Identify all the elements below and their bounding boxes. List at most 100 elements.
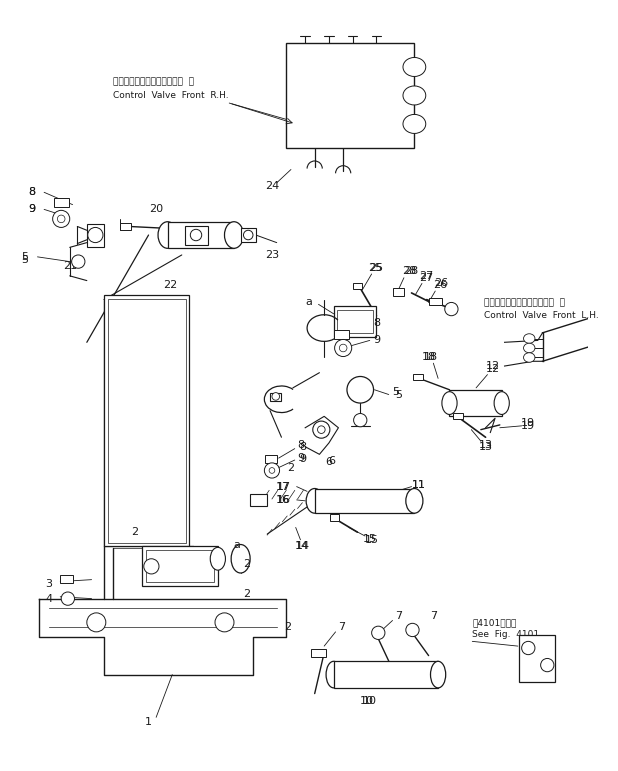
Circle shape [445, 302, 458, 315]
Circle shape [243, 231, 253, 240]
Text: Control  Valve  Front  L.H.: Control Valve Front L.H. [484, 311, 598, 320]
Text: a: a [234, 540, 240, 550]
Text: 8: 8 [373, 318, 380, 328]
Text: 7: 7 [337, 622, 345, 632]
Text: 27: 27 [420, 271, 434, 281]
Text: 19: 19 [521, 421, 535, 431]
Text: 9: 9 [373, 335, 380, 345]
Ellipse shape [224, 222, 243, 248]
Text: 9: 9 [28, 204, 35, 214]
Ellipse shape [231, 544, 250, 573]
Circle shape [318, 426, 325, 433]
Text: 2: 2 [243, 589, 250, 599]
Ellipse shape [523, 334, 535, 343]
Text: 第4101図参照: 第4101図参照 [472, 618, 517, 627]
Bar [167, 222, 234, 248]
Circle shape [265, 463, 279, 478]
Bar [311, 649, 326, 658]
Text: a: a [305, 298, 313, 308]
Bar [429, 298, 442, 305]
Bar [185, 226, 208, 244]
Ellipse shape [431, 662, 446, 688]
Circle shape [87, 613, 106, 632]
Text: 12: 12 [486, 364, 500, 374]
Circle shape [57, 215, 65, 223]
Text: 17: 17 [276, 482, 289, 492]
Circle shape [215, 613, 234, 632]
Text: 3: 3 [45, 579, 53, 589]
Text: コントロールバルブフロント  左: コントロールバルブフロント 左 [484, 298, 565, 307]
Circle shape [272, 392, 279, 400]
Circle shape [190, 229, 201, 241]
Bar [250, 494, 267, 506]
Text: 8: 8 [28, 187, 35, 197]
Text: 28: 28 [404, 266, 418, 276]
Ellipse shape [306, 489, 323, 513]
Ellipse shape [523, 343, 535, 353]
Text: 27: 27 [418, 273, 433, 283]
Circle shape [53, 210, 70, 227]
Text: 16: 16 [276, 495, 289, 505]
Text: 11: 11 [412, 480, 426, 490]
Text: 15: 15 [363, 534, 377, 544]
Bar [334, 330, 349, 339]
Bar [142, 547, 218, 586]
Bar [413, 374, 423, 380]
Text: 2: 2 [131, 527, 138, 537]
Text: Control  Valve  Front  R.H.: Control Valve Front R.H. [114, 91, 229, 100]
Bar [108, 298, 185, 543]
Text: 12: 12 [486, 361, 500, 371]
Circle shape [269, 468, 275, 473]
Text: 24: 24 [265, 180, 279, 190]
Circle shape [313, 421, 330, 438]
Bar [87, 224, 104, 247]
Circle shape [541, 658, 554, 672]
Ellipse shape [442, 392, 457, 415]
Bar [337, 310, 373, 333]
Text: 21: 21 [62, 261, 77, 271]
Text: 14: 14 [295, 541, 310, 551]
Text: 15: 15 [365, 535, 379, 545]
Text: 6: 6 [328, 456, 336, 466]
Bar [330, 514, 339, 520]
Text: 10: 10 [363, 696, 377, 706]
Text: 19: 19 [521, 418, 535, 428]
Circle shape [339, 344, 347, 352]
Bar [449, 390, 502, 416]
Circle shape [61, 592, 75, 605]
Bar [392, 288, 404, 296]
Circle shape [144, 559, 159, 574]
Text: 16: 16 [277, 495, 291, 505]
Text: コントロールバルブフロント  右: コントロールバルブフロント 右 [114, 78, 195, 86]
Circle shape [522, 641, 535, 655]
Text: 4: 4 [45, 594, 53, 604]
Text: 5: 5 [22, 252, 28, 262]
Text: 23: 23 [265, 250, 279, 260]
Text: 18: 18 [421, 352, 436, 362]
Text: 25: 25 [370, 263, 383, 273]
Ellipse shape [494, 392, 509, 415]
Text: 7: 7 [430, 611, 437, 621]
Circle shape [72, 255, 85, 268]
Text: 9: 9 [300, 454, 307, 464]
Text: 5: 5 [395, 389, 402, 399]
Bar [265, 456, 277, 463]
Text: 2: 2 [287, 463, 295, 473]
Bar [146, 550, 214, 583]
Text: 13: 13 [478, 442, 493, 452]
Text: 9: 9 [297, 453, 304, 463]
Text: 10: 10 [360, 696, 374, 706]
Text: 17: 17 [277, 482, 291, 492]
Text: 1: 1 [145, 717, 152, 727]
Text: 20: 20 [149, 204, 163, 214]
Text: 8: 8 [297, 439, 304, 449]
Bar [240, 228, 256, 241]
Circle shape [353, 413, 367, 427]
Text: See  Fig.  4101: See Fig. 4101 [472, 630, 540, 639]
Text: 9: 9 [28, 204, 35, 214]
Text: 28: 28 [402, 266, 417, 276]
Text: 5: 5 [22, 254, 28, 264]
Text: 8: 8 [300, 442, 307, 452]
Bar [353, 284, 362, 289]
Circle shape [371, 626, 385, 639]
